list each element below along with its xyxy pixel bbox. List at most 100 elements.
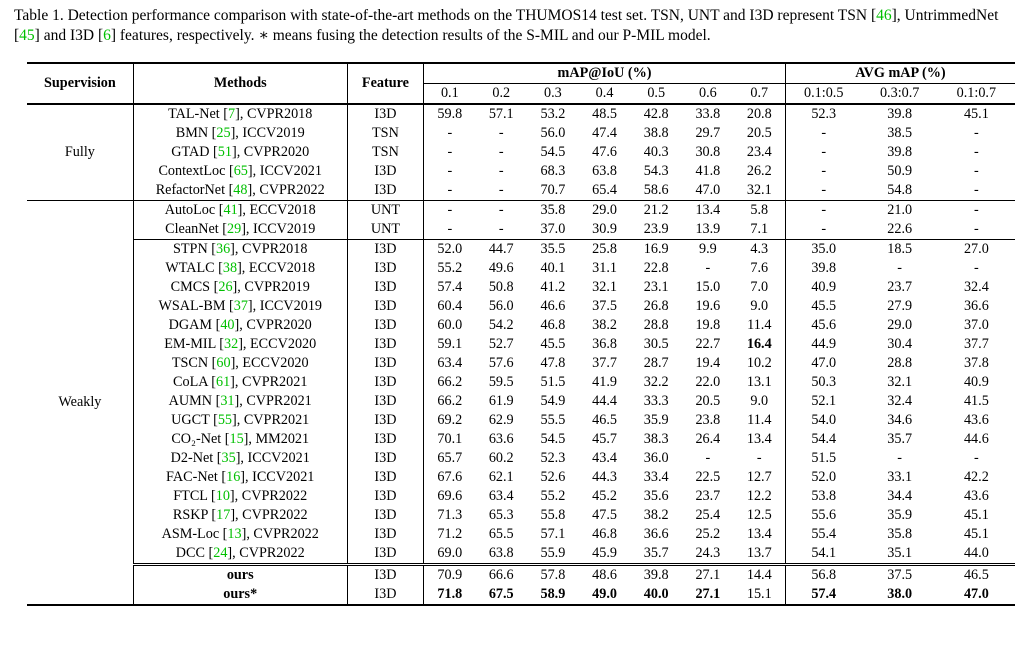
- value-cell: 47.0: [811, 355, 837, 372]
- value-cell: 13.7: [733, 544, 786, 565]
- citation-link: 13: [227, 526, 242, 543]
- header-supervision: Supervision: [27, 63, 134, 105]
- value-cell: 38.2: [643, 507, 669, 524]
- value-cell: 57.1: [488, 106, 514, 123]
- avg-range-header: 0.3:0.7: [879, 85, 920, 102]
- table-row: CMCS [26], CVPR2019 I3D 57.4 50.8 41.2 32.1 23…: [27, 278, 1015, 297]
- value-cell: 55.6: [811, 507, 837, 524]
- citation-link: 46: [876, 7, 892, 24]
- value-cell: 25.8: [578, 239, 631, 259]
- value-cell: 21.0: [861, 200, 938, 220]
- value-cell: 39.8: [887, 106, 913, 123]
- value-cell: 35.7: [887, 431, 913, 448]
- value-cell: 65.7: [437, 450, 463, 467]
- value-cell: 38.2: [592, 317, 617, 334]
- iou-threshold-header: 0.3: [544, 85, 562, 102]
- caption-text: ] and I3D [: [34, 27, 104, 44]
- citation-link: 16: [226, 469, 241, 486]
- feature-cell: UNT: [347, 200, 425, 220]
- citation-link: 51: [217, 144, 232, 161]
- method-name: AutoLoc [41], ECCV2018: [133, 200, 348, 220]
- value-cell: 32.4: [887, 393, 913, 410]
- value-cell: 47.0: [937, 585, 1015, 606]
- value-cell: 49.6: [488, 260, 514, 277]
- method-name: CoLA [61], CVPR2021: [133, 373, 348, 392]
- value-cell: 25.2: [695, 526, 721, 543]
- value-cell: -: [498, 182, 504, 199]
- table-row: Fully TAL-Net [7], CVPR2018 I3D 59.8 57.1 53.…: [27, 104, 1015, 201]
- value-cell: 52.7: [488, 336, 514, 353]
- value-cell: 42.2: [963, 469, 989, 486]
- value-cell: 58.6: [643, 182, 669, 199]
- feature-cell: I3D: [347, 316, 425, 335]
- value-cell: -: [974, 260, 979, 277]
- value-cell: 35.0: [785, 239, 862, 259]
- value-cell: 12.5: [733, 506, 786, 525]
- table-row: FAC-Net [16], ICCV2021 I3D 67.6 62.1 52.6 44.…: [27, 468, 1015, 487]
- citation-link: 36: [215, 241, 231, 258]
- iou-threshold-header: 0.1: [440, 85, 459, 102]
- value-cell: -: [447, 144, 453, 161]
- feature-cell: I3D: [347, 411, 425, 430]
- method-name: FAC-Net [16], ICCV2021: [133, 468, 348, 487]
- table-row: CoLA [61], CVPR2021 I3D 66.2 59.5 51.5 41.9 32…: [27, 373, 1015, 392]
- citation-link: 24: [213, 545, 228, 562]
- value-cell: 35.1: [887, 545, 913, 562]
- feature-cell: I3D: [347, 544, 425, 565]
- value-cell: 54.0: [811, 412, 837, 429]
- value-cell: 27.0: [937, 239, 1015, 259]
- citation-link: 10: [215, 488, 230, 505]
- value-cell: 22.0: [695, 374, 721, 391]
- value-cell: 7.1: [733, 220, 786, 240]
- method-name: AUMN [31], CVPR2021: [133, 392, 348, 411]
- value-cell: 26.2: [733, 162, 786, 181]
- value-cell: 69.2: [437, 412, 463, 429]
- value-cell: 66.6: [475, 563, 528, 585]
- method-name: TSCN [60], ECCV2020: [133, 354, 348, 373]
- value-cell: 28.7: [643, 355, 669, 372]
- iou-threshold-header: 0.4: [595, 85, 614, 102]
- value-cell: 36.8: [592, 336, 617, 353]
- method-name: CMCS [26], CVPR2019: [133, 278, 348, 297]
- value-cell: 54.8: [887, 182, 913, 199]
- value-cell: 33.3: [643, 393, 669, 410]
- value-cell: 53.2: [540, 106, 566, 123]
- value-cell: 34.6: [887, 412, 913, 429]
- value-cell: 27.1: [682, 563, 734, 585]
- citation-link: 17: [216, 507, 231, 524]
- value-cell: 45.1: [963, 106, 989, 123]
- citation-link: 7: [228, 106, 236, 123]
- value-cell: 37.0: [963, 317, 989, 334]
- value-cell: 16.9: [630, 239, 683, 259]
- value-cell: -: [447, 182, 453, 199]
- value-cell: 20.8: [733, 104, 786, 124]
- feature-cell: I3D: [347, 297, 425, 316]
- iou-threshold-header: 0.2: [492, 85, 511, 102]
- value-cell: 35.8: [887, 526, 913, 543]
- value-cell: 52.0: [423, 239, 476, 259]
- value-cell: 29.0: [887, 317, 913, 334]
- feature-cell: I3D: [347, 468, 425, 487]
- value-cell: 55.9: [540, 545, 566, 562]
- feature-cell: I3D: [347, 335, 425, 354]
- value-cell: 46.5: [592, 412, 617, 429]
- results-table: Supervision Methods Feature mAP@IoU (%) …: [27, 62, 1015, 606]
- value-cell: -: [821, 144, 827, 161]
- value-cell: 22.5: [695, 469, 721, 486]
- caption-text: Table 1. Detection performance compariso…: [14, 7, 877, 24]
- value-cell: 27.1: [682, 585, 734, 606]
- value-cell: -: [974, 450, 979, 467]
- value-cell: 23.4: [733, 143, 786, 162]
- value-cell: 30.8: [695, 144, 721, 161]
- value-cell: 47.6: [592, 144, 617, 161]
- table-row: STPN [36], CVPR2018 I3D 52.0 44.7 35.5 25.8 16…: [27, 239, 1015, 259]
- value-cell: 26.8: [643, 298, 669, 315]
- table-row: CleanNet [29], ICCV2019 UNT - - 37.0 30.9 23.9…: [27, 220, 1015, 240]
- value-cell: 28.8: [887, 355, 913, 372]
- value-cell: 19.4: [695, 355, 721, 372]
- feature-cell: I3D: [347, 563, 425, 585]
- value-cell: 49.0: [578, 585, 631, 606]
- value-cell: -: [974, 125, 979, 142]
- value-cell: 46.8: [592, 526, 617, 543]
- value-cell: 54.1: [811, 545, 837, 562]
